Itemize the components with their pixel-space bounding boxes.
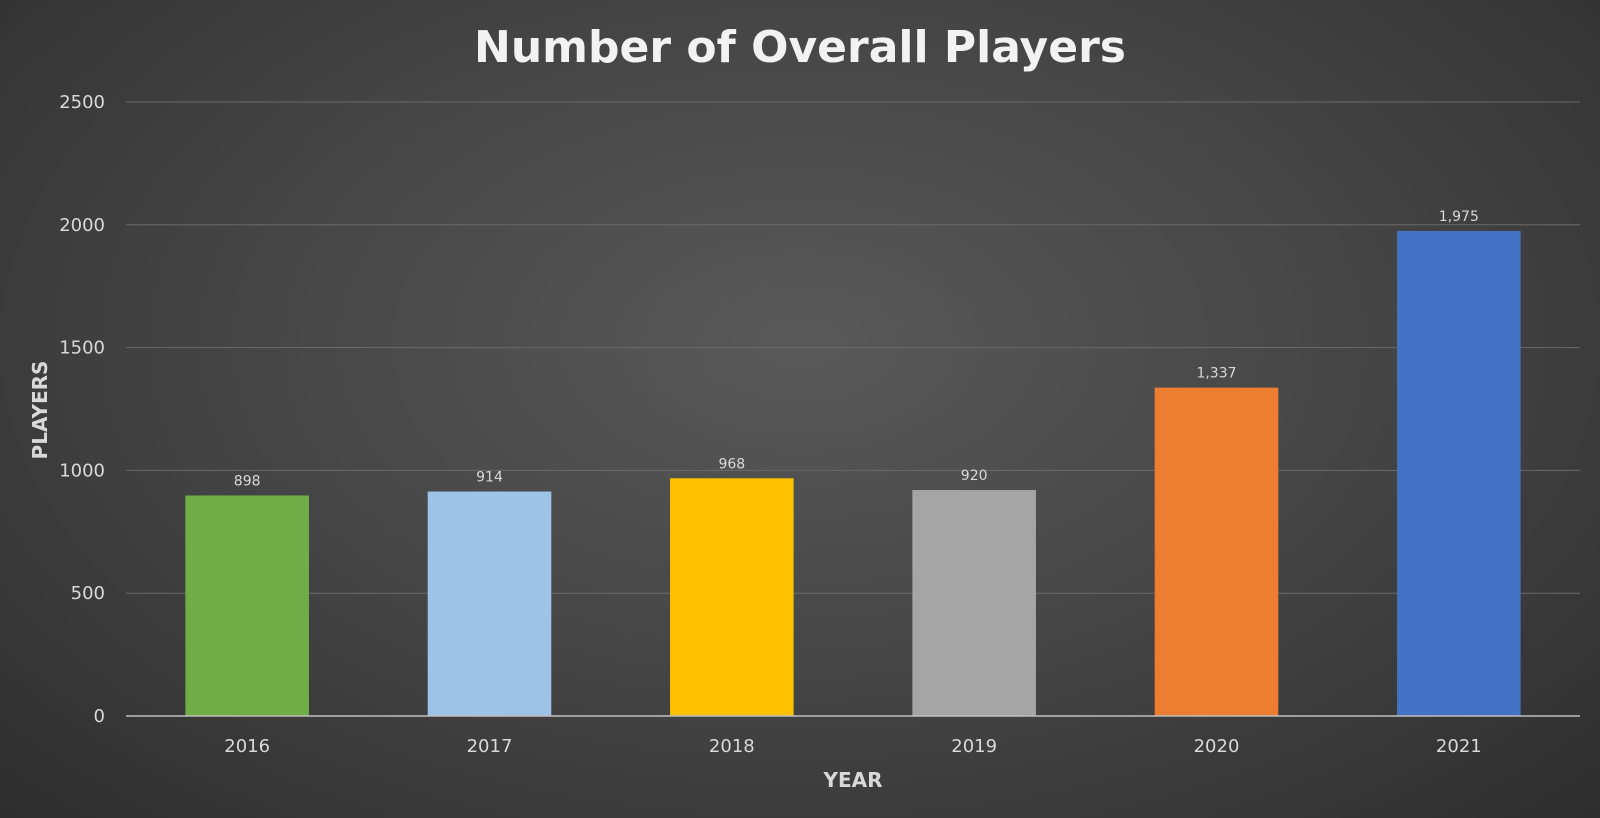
bar-2016 xyxy=(185,495,309,716)
y-axis-ticks: 0 500 1000 1500 2000 2500 xyxy=(59,92,105,727)
y-tick-label: 2000 xyxy=(59,215,105,236)
x-axis-title: YEAR xyxy=(822,768,882,792)
data-label: 898 xyxy=(234,473,261,489)
x-tick-label: 2016 xyxy=(224,736,270,757)
x-tick-label: 2018 xyxy=(709,736,755,757)
bar-2021 xyxy=(1397,230,1521,716)
bar-2018 xyxy=(670,478,794,716)
y-tick-label: 0 xyxy=(94,706,105,727)
gridlines xyxy=(126,101,1580,594)
data-label: 914 xyxy=(476,470,503,486)
data-label: 1,337 xyxy=(1196,366,1236,382)
bars xyxy=(185,230,1521,716)
y-tick-label: 2500 xyxy=(59,92,105,113)
x-tick-label: 2019 xyxy=(951,736,997,757)
data-label: 968 xyxy=(718,456,745,472)
x-tick-label: 2017 xyxy=(467,736,513,757)
y-tick-label: 1500 xyxy=(59,338,105,359)
x-axis-ticks: 2016 2017 2018 2019 2020 2021 xyxy=(224,736,1481,757)
bar-2017 xyxy=(427,491,552,716)
x-tick-label: 2020 xyxy=(1194,736,1240,757)
bar-2020 xyxy=(1154,387,1279,716)
y-tick-label: 500 xyxy=(71,583,105,604)
chart-title: Number of Overall Players xyxy=(474,22,1126,73)
data-label: 920 xyxy=(961,468,988,484)
y-tick-label: 1000 xyxy=(59,460,105,481)
y-axis-title: PLAYERS xyxy=(28,361,52,460)
data-label: 1,975 xyxy=(1439,209,1479,225)
bar-2019 xyxy=(912,490,1036,716)
data-labels: 898 914 968 920 1,337 1,975 xyxy=(234,209,1479,490)
x-tick-label: 2021 xyxy=(1436,736,1482,757)
